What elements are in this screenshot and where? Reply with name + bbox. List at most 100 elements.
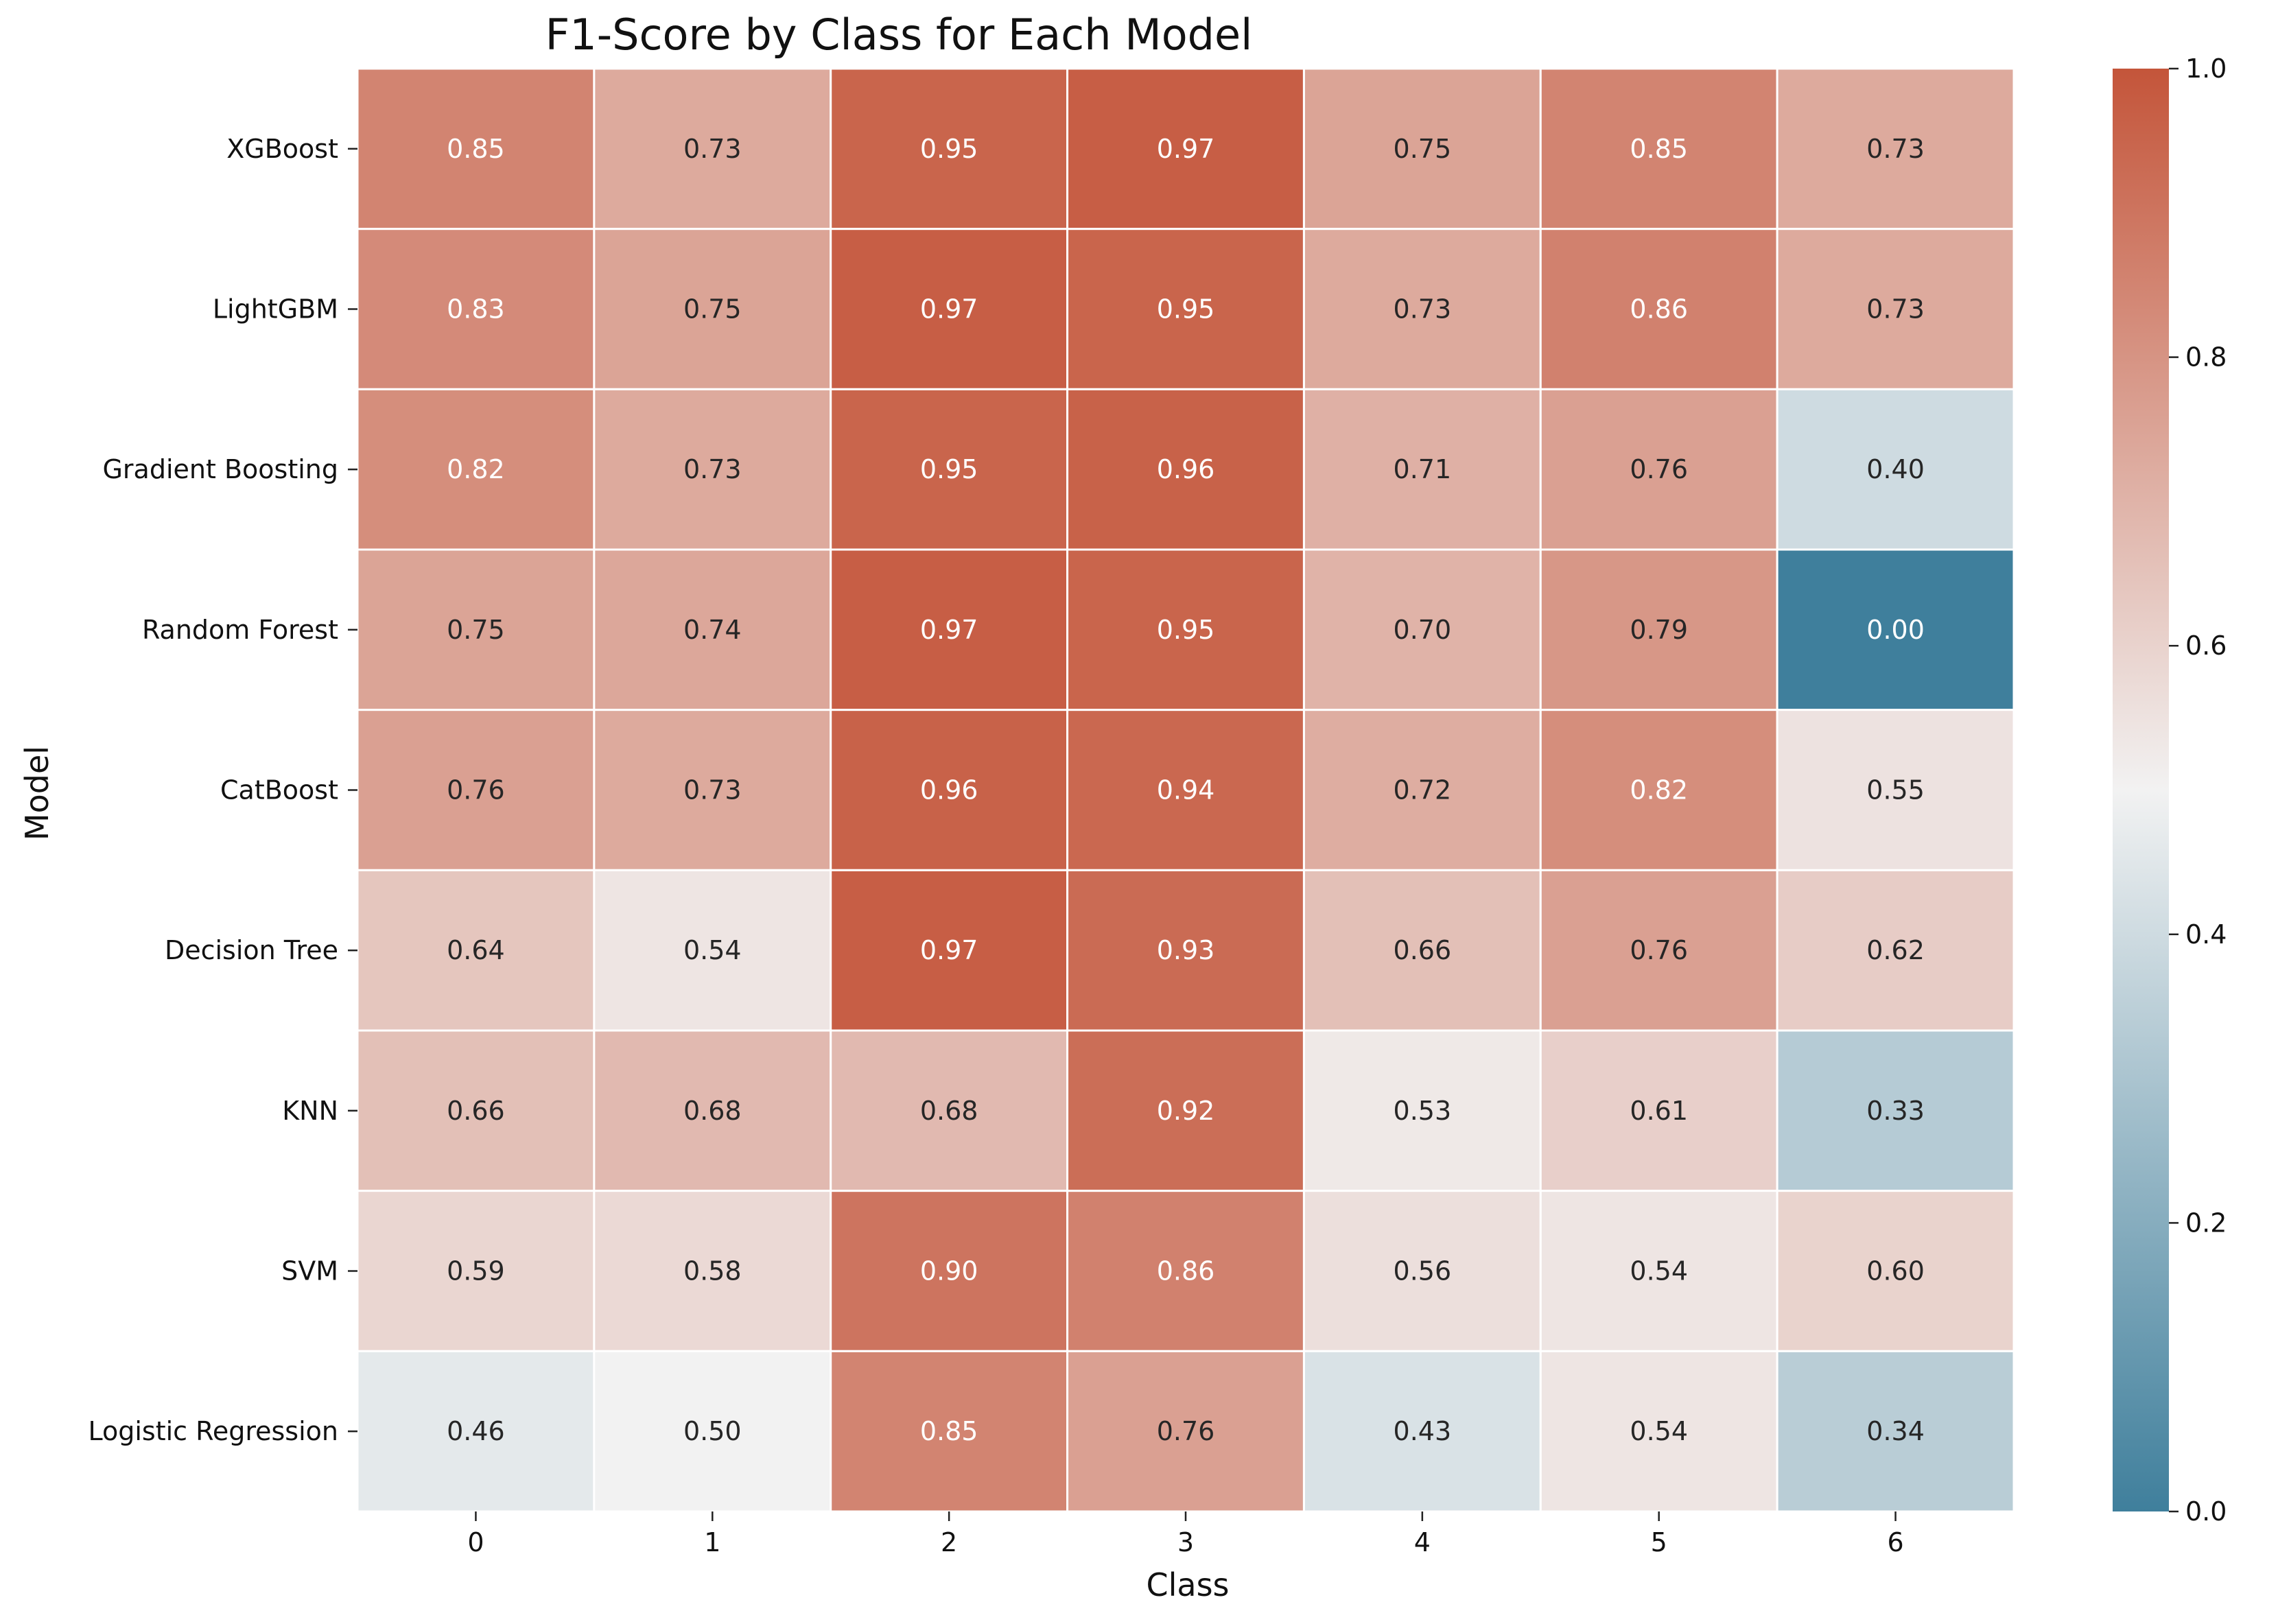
y-tick-label: KNN — [282, 1096, 338, 1126]
y-tick-label: Decision Tree — [165, 935, 338, 965]
cell-value-label: 0.97 — [920, 294, 978, 325]
heatmap-cell — [593, 67, 832, 231]
cell-value-label: 0.76 — [447, 775, 505, 805]
cell-value-label: 0.75 — [683, 294, 742, 325]
cell-value-label: 0.68 — [920, 1096, 978, 1126]
cell-value-label: 0.59 — [447, 1256, 505, 1286]
heatmap-cell — [830, 228, 1069, 390]
heatmap-cell — [830, 67, 1069, 231]
x-tick-label: 0 — [467, 1527, 484, 1557]
colorbar-tick-label: 1.0 — [2185, 54, 2227, 84]
x-tick-label: 5 — [1651, 1527, 1667, 1557]
cell-value-label: 0.73 — [1866, 134, 1925, 164]
colorbar: 0.0 0.2 0.4 0.6 0.8 1.0 — [2113, 54, 2227, 1527]
cell-value-label: 0.73 — [1866, 294, 1925, 325]
y-tick-label: CatBoost — [220, 775, 338, 805]
heatmap-cell — [1776, 388, 2015, 551]
x-axis-label: Class — [1146, 1566, 1229, 1603]
x-tick-label: 6 — [1887, 1527, 1903, 1557]
heatmap-cell — [1776, 548, 2015, 711]
colorbar-gradient — [2113, 69, 2169, 1511]
heatmap-cell — [830, 709, 1069, 871]
cell-value-label: 0.93 — [1157, 935, 1215, 965]
heatmap-cell — [356, 1190, 596, 1352]
heatmap-cell — [1776, 228, 2015, 390]
heatmap-cell — [593, 548, 832, 711]
x-tick-label: 4 — [1414, 1527, 1431, 1557]
heatmap-cell — [1539, 548, 1778, 711]
y-tick-label: XGBoost — [226, 134, 338, 164]
x-tick-label: 3 — [1177, 1527, 1194, 1557]
cell-value-label: 0.53 — [1394, 1096, 1452, 1126]
heatmap-cell — [356, 67, 596, 231]
heatmap-cell — [830, 1350, 1069, 1513]
cell-value-label: 0.60 — [1866, 1256, 1925, 1286]
cell-value-label: 0.33 — [1866, 1096, 1925, 1126]
heatmap-cell — [830, 388, 1069, 551]
cell-value-label: 0.90 — [920, 1256, 978, 1286]
colorbar-tick-label: 0.8 — [2185, 342, 2227, 373]
colorbar-tick-label: 0.2 — [2185, 1208, 2227, 1238]
heatmap-cell — [1776, 709, 2015, 871]
heatmap-cell — [593, 869, 832, 1032]
y-axis: XGBoost LightGBM Gradient Boosting Random F… — [88, 134, 357, 1446]
heatmap-cell — [356, 1029, 596, 1192]
cell-value-label: 0.97 — [920, 935, 978, 965]
cell-value-label: 0.97 — [1157, 134, 1215, 164]
heatmap-cell — [1302, 67, 1542, 231]
heatmap-cell — [1302, 869, 1542, 1032]
heatmap-cell — [356, 388, 596, 551]
cell-value-label: 0.40 — [1866, 454, 1925, 484]
heatmap-cell — [1539, 1029, 1778, 1192]
cell-value-label: 0.73 — [683, 134, 742, 164]
heatmap-cell — [593, 388, 832, 551]
cell-value-label: 0.68 — [683, 1096, 742, 1126]
colorbar-tick-label: 0.6 — [2185, 631, 2227, 661]
cell-value-label: 0.54 — [683, 935, 742, 965]
heatmap-cell — [1539, 228, 1778, 390]
y-axis-label: Model — [19, 746, 56, 840]
cell-value-label: 0.55 — [1866, 775, 1925, 805]
heatmap-cell — [1302, 1350, 1542, 1513]
cell-value-label: 0.83 — [447, 294, 505, 325]
cell-value-label: 0.96 — [920, 775, 978, 805]
heatmap-cell — [1539, 388, 1778, 551]
heatmap-cell — [1302, 388, 1542, 551]
heatmap-cell — [1066, 548, 1305, 711]
y-tick-label: Random Forest — [142, 615, 338, 645]
heatmap-cell — [356, 709, 596, 871]
heatmap-cell — [1776, 1190, 2015, 1352]
cell-value-label: 0.43 — [1394, 1416, 1452, 1446]
cell-value-label: 0.70 — [1394, 615, 1452, 645]
cell-value-label: 0.82 — [1630, 775, 1688, 805]
cell-value-label: 0.95 — [1157, 294, 1215, 325]
colorbar-tick-label: 0.4 — [2185, 919, 2227, 950]
cell-value-label: 0.76 — [1630, 454, 1688, 484]
cell-value-label: 0.76 — [1157, 1416, 1215, 1446]
y-tick-label: Logistic Regression — [88, 1416, 338, 1446]
heatmap-cell — [1776, 869, 2015, 1032]
cell-value-label: 0.86 — [1630, 294, 1688, 325]
cell-value-label: 0.95 — [920, 134, 978, 164]
heatmap-cell — [830, 1029, 1069, 1192]
cell-value-label: 0.61 — [1630, 1096, 1688, 1126]
cell-value-label: 0.73 — [1394, 294, 1452, 325]
cell-value-label: 0.54 — [1630, 1256, 1688, 1286]
heatmap-cell — [1302, 1029, 1542, 1192]
cell-value-label: 0.00 — [1866, 615, 1925, 645]
heatmap-cell — [356, 869, 596, 1032]
y-tick-label: LightGBM — [213, 294, 338, 325]
cell-value-label: 0.72 — [1394, 775, 1452, 805]
cell-value-label: 0.76 — [1630, 935, 1688, 965]
cell-value-label: 0.64 — [447, 935, 505, 965]
cell-value-label: 0.50 — [683, 1416, 742, 1446]
cell-value-label: 0.66 — [447, 1096, 505, 1126]
cell-value-label: 0.95 — [920, 454, 978, 484]
heatmap-cells — [356, 67, 2015, 1513]
cell-value-label: 0.75 — [447, 615, 505, 645]
heatmap-cell — [1302, 228, 1542, 390]
cell-value-label: 0.34 — [1866, 1416, 1925, 1446]
cell-value-label: 0.73 — [683, 454, 742, 484]
